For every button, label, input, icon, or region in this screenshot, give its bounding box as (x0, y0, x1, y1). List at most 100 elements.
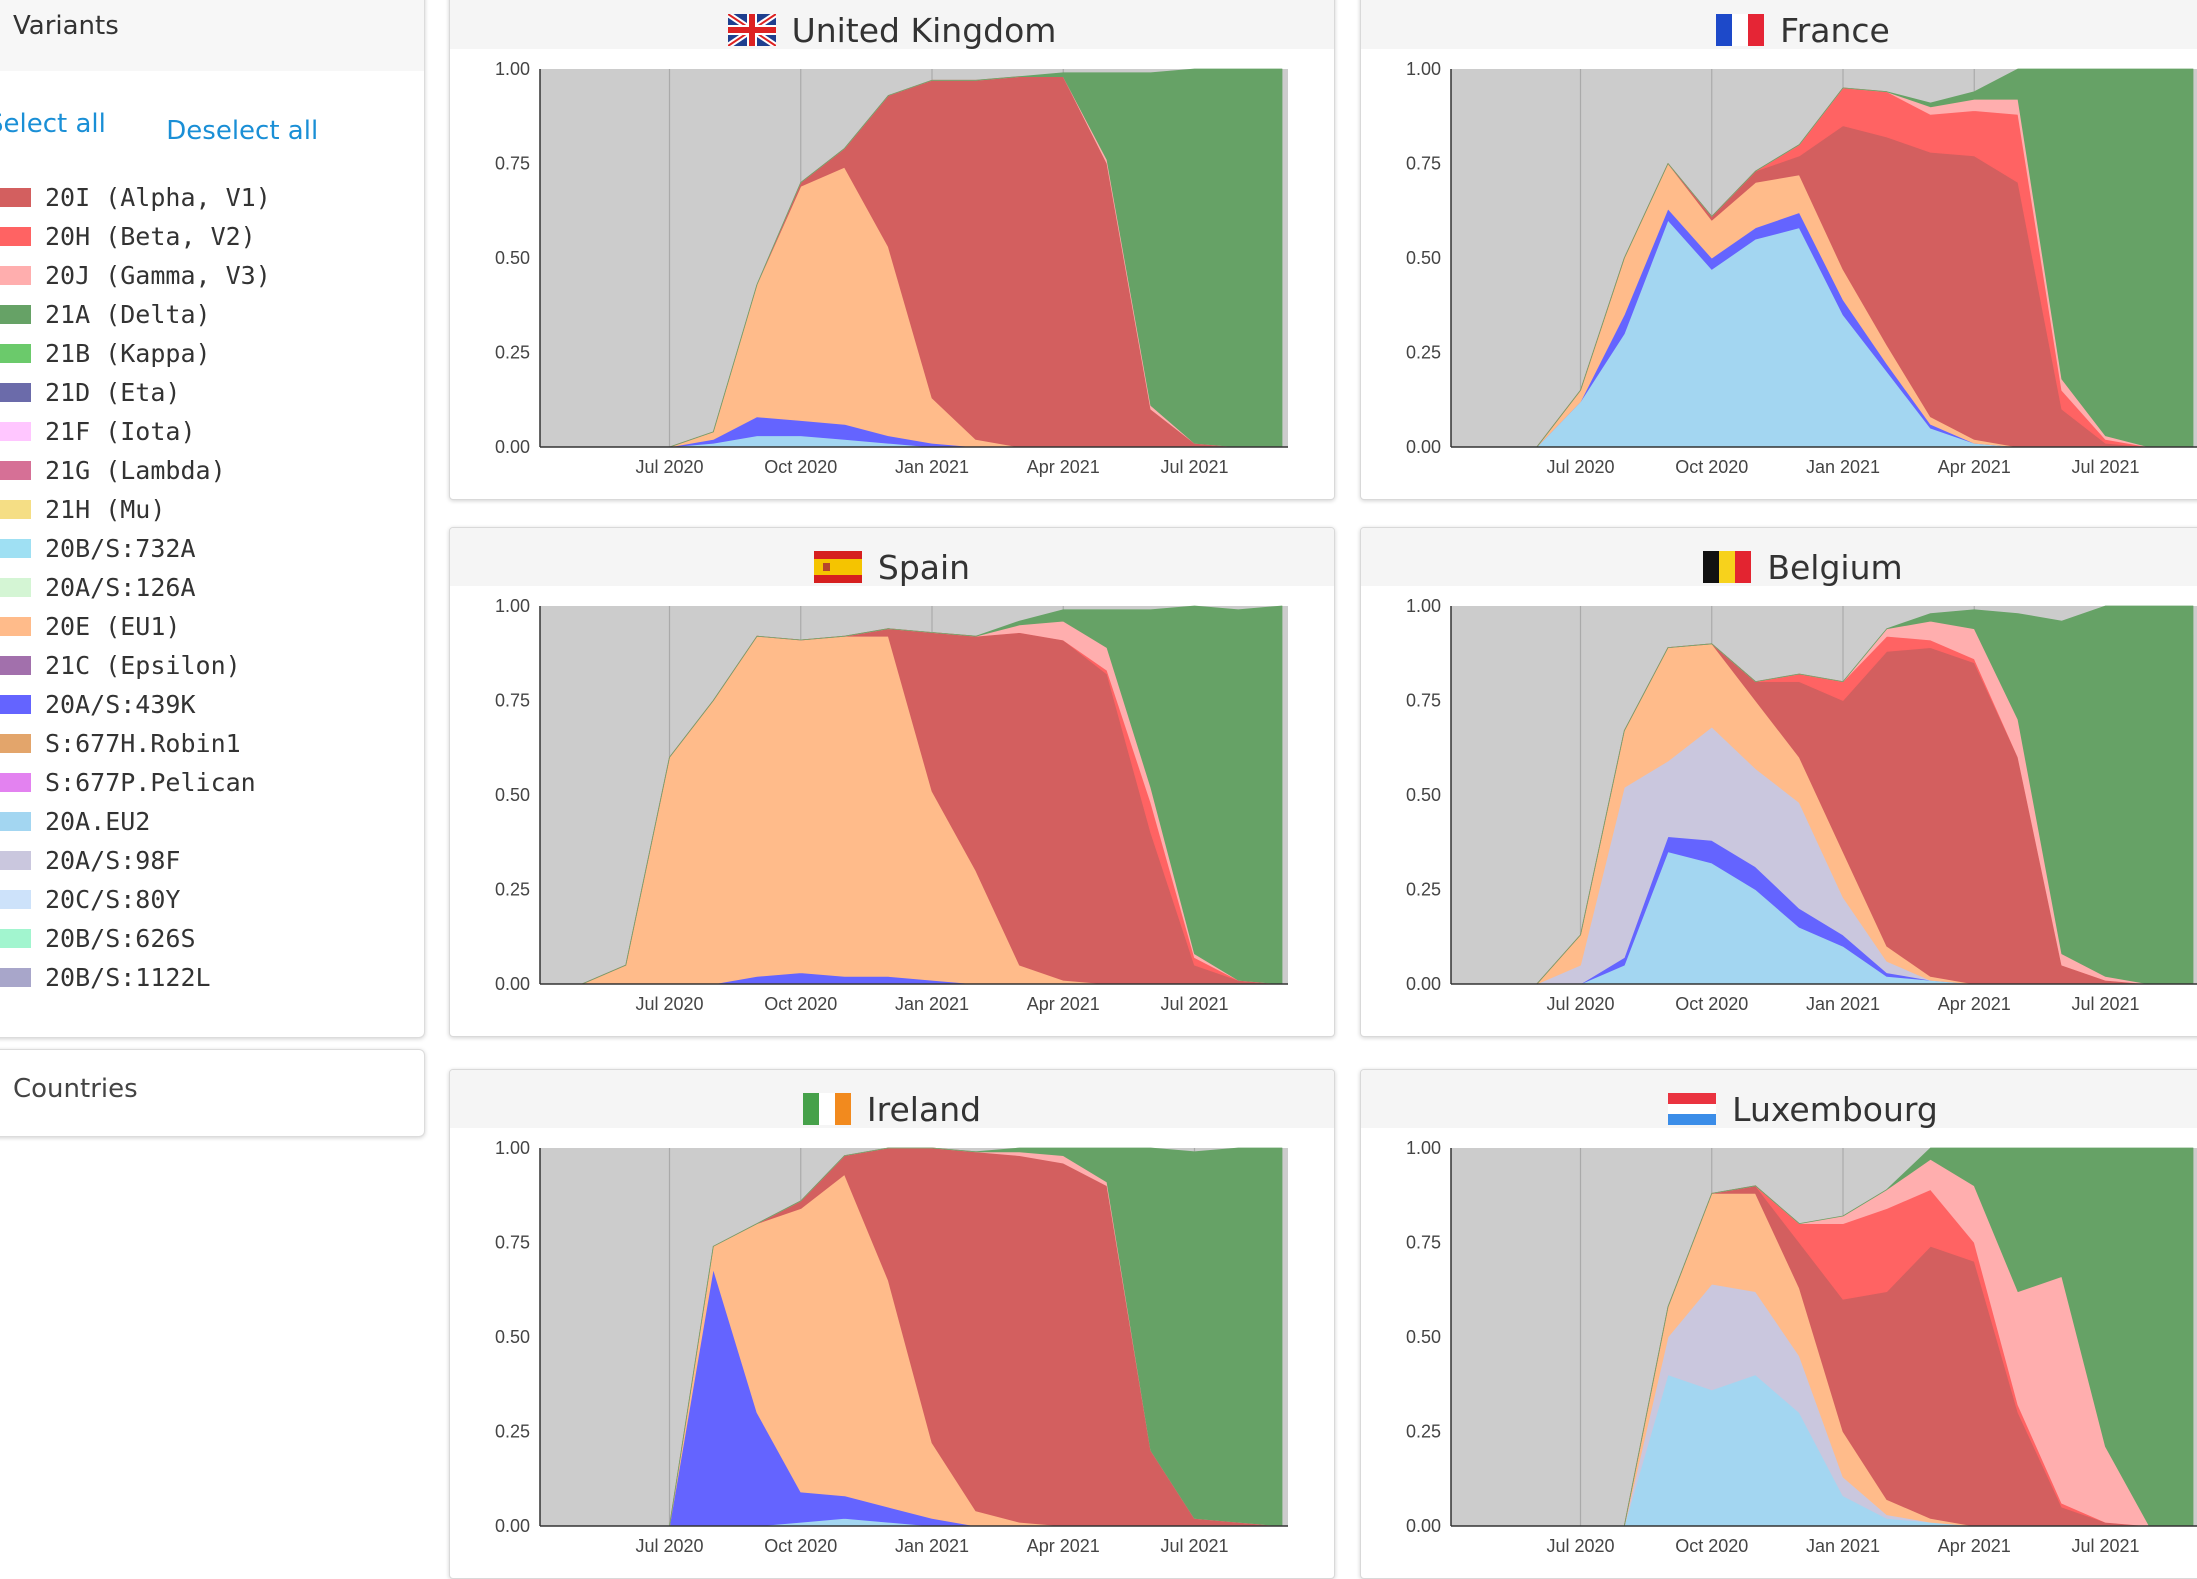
chart-card: Spain 0.00 0.25 0.50 0.75 1.00 Jul 2020 Oct 202… (449, 527, 1335, 1037)
x-tick-label: Jan 2021 (895, 1536, 969, 1556)
selection-links: Select all Deselect all (0, 109, 318, 146)
legend-item[interactable]: 20B/S:1122L (0, 958, 211, 996)
y-tick-label: 0.75 (495, 154, 530, 174)
legend-label: 20A/S:126A (45, 572, 196, 602)
area-series (1492, 605, 2194, 985)
x-tick-label: Jul 2021 (2071, 1536, 2139, 1556)
x-tick-label: Jul 2020 (1546, 1536, 1614, 1556)
legend-label: 20B/S:1122L (45, 962, 211, 992)
deselect-all-link[interactable]: Deselect all (166, 116, 319, 146)
legend-item[interactable]: 20A.EU2 (0, 802, 150, 840)
countries-panel-title[interactable]: Countries (13, 1074, 138, 1104)
legend-item[interactable]: 20B/S:732A (0, 529, 196, 567)
legend-item[interactable]: 21F (Iota) (0, 412, 196, 450)
legend-item[interactable]: 20H (Beta, V2) (0, 217, 256, 255)
legend-swatch (0, 499, 31, 519)
y-tick-label: 0.25 (495, 343, 530, 363)
y-tick-label: 0.75 (495, 1233, 530, 1253)
legend-swatch (0, 460, 31, 480)
x-tick-label: Oct 2020 (1675, 1536, 1748, 1556)
chart-title: United Kingdom (450, 1, 1334, 59)
legend-swatch (0, 187, 31, 207)
legend-item[interactable]: 21A (Delta) (0, 295, 211, 333)
legend-label: 21A (Delta) (45, 299, 211, 329)
x-tick-label: Oct 2020 (1675, 457, 1748, 477)
country-name: France (1780, 10, 1890, 50)
chart-title: Ireland (450, 1080, 1334, 1138)
legend-label: 20A/S:98F (45, 845, 181, 875)
legend-item[interactable]: S:677H.Robin1 (0, 724, 241, 762)
lu-flag-icon (1668, 1093, 1717, 1125)
x-tick-label: Oct 2020 (764, 994, 837, 1014)
legend-item[interactable]: 21H (Mu) (0, 490, 165, 528)
legend-swatch (0, 655, 31, 675)
x-tick-label: Oct 2020 (1675, 994, 1748, 1014)
x-tick-label: Jul 2021 (2071, 457, 2139, 477)
select-all-link[interactable]: Select all (0, 109, 106, 139)
stacked-area-chart: 0.00 0.25 0.50 0.75 1.00 Jul 2020 Oct 2020 Jan … (1406, 1138, 2197, 1556)
legend-item[interactable]: 21C (Epsilon) (0, 646, 241, 684)
x-tick-label: Oct 2020 (764, 1536, 837, 1556)
x-tick-label: Jul 2020 (635, 1536, 703, 1556)
legend-label: 20B/S:626S (45, 923, 196, 953)
legend-item[interactable]: 21D (Eta) (0, 373, 180, 411)
y-tick-label: 0.50 (1406, 1327, 1441, 1347)
legend-swatch (0, 343, 31, 363)
legend-item[interactable]: 20A/S:126A (0, 568, 196, 606)
legend-label: S:677H.Robin1 (45, 728, 241, 758)
legend-label: S:677P.Pelican (45, 767, 256, 797)
y-tick-label: 0.75 (1406, 154, 1441, 174)
legend-swatch (0, 694, 31, 714)
legend-label: 20B/S:732A (45, 533, 196, 563)
legend-swatch (0, 226, 31, 246)
x-tick-label: Jul 2020 (1546, 457, 1614, 477)
legend-swatch (0, 304, 31, 324)
y-tick-label: 0.00 (495, 1516, 530, 1536)
y-tick-label: 0.00 (495, 437, 530, 457)
legend-item[interactable]: 20C/S:80Y (0, 880, 180, 918)
x-tick-label: Jan 2021 (1806, 1536, 1880, 1556)
legend-swatch (0, 538, 31, 558)
x-tick-label: Jul 2020 (635, 994, 703, 1014)
legend-swatch (0, 928, 31, 948)
legend-label: 21D (Eta) (45, 377, 181, 407)
variants-panel-title: Variants (13, 11, 119, 41)
legend-item[interactable]: 20B/S:626S (0, 919, 196, 957)
chart-title: Spain (450, 538, 1334, 596)
countries-panel[interactable]: Countries (0, 1049, 425, 1137)
y-tick-label: 0.25 (1406, 343, 1441, 363)
stacked-area-chart: 0.00 0.25 0.50 0.75 1.00 Jul 2020 Oct 2020 Jan … (495, 59, 1288, 477)
chart-card-header: France (1361, 0, 2197, 50)
stacked-area-chart: 0.00 0.25 0.50 0.75 1.00 Jul 2020 Oct 2020 Jan … (1406, 596, 2197, 1014)
legend-label: 20J (Gamma, V3) (45, 260, 271, 290)
uk-flag-icon (727, 14, 776, 46)
legend-item[interactable]: 20E (EU1) (0, 607, 180, 645)
y-tick-label: 0.25 (495, 1422, 530, 1442)
x-tick-label: Jul 2021 (1160, 1536, 1228, 1556)
legend-item[interactable]: 21G (Lambda) (0, 451, 226, 489)
y-tick-label: 0.75 (495, 691, 530, 711)
legend-swatch (0, 616, 31, 636)
y-tick-label: 1.00 (1406, 59, 1441, 79)
stacked-area-chart: 0.00 0.25 0.50 0.75 1.00 Jul 2020 Oct 2020 Jan … (495, 596, 1288, 1014)
x-tick-label: Apr 2021 (1938, 457, 2011, 477)
legend-item[interactable]: 20A/S:439K (0, 685, 196, 723)
y-tick-label: 1.00 (495, 1138, 530, 1158)
x-tick-label: Apr 2021 (1938, 1536, 2011, 1556)
x-tick-label: Apr 2021 (1027, 1536, 1100, 1556)
country-name: Luxembourg (1732, 1089, 1938, 1129)
y-tick-label: 0.00 (1406, 437, 1441, 457)
legend-item[interactable]: 21B (Kappa) (0, 334, 211, 372)
be-flag-icon (1703, 551, 1752, 583)
y-tick-label: 0.25 (495, 880, 530, 900)
y-tick-label: 1.00 (1406, 1138, 1441, 1158)
x-tick-label: Jan 2021 (895, 994, 969, 1014)
x-tick-label: Apr 2021 (1027, 994, 1100, 1014)
area-series (581, 68, 1283, 448)
legend-item[interactable]: S:677P.Pelican (0, 763, 256, 801)
legend-item[interactable]: 20J (Gamma, V3) (0, 256, 271, 294)
area-series (1492, 1147, 2194, 1527)
legend-item[interactable]: 20I (Alpha, V1) (0, 178, 271, 216)
chart-card: Belgium 0.00 0.25 0.50 0.75 1.00 Jul 2020 Oct 2… (1360, 527, 2197, 1037)
legend-item[interactable]: 20A/S:98F (0, 841, 180, 879)
